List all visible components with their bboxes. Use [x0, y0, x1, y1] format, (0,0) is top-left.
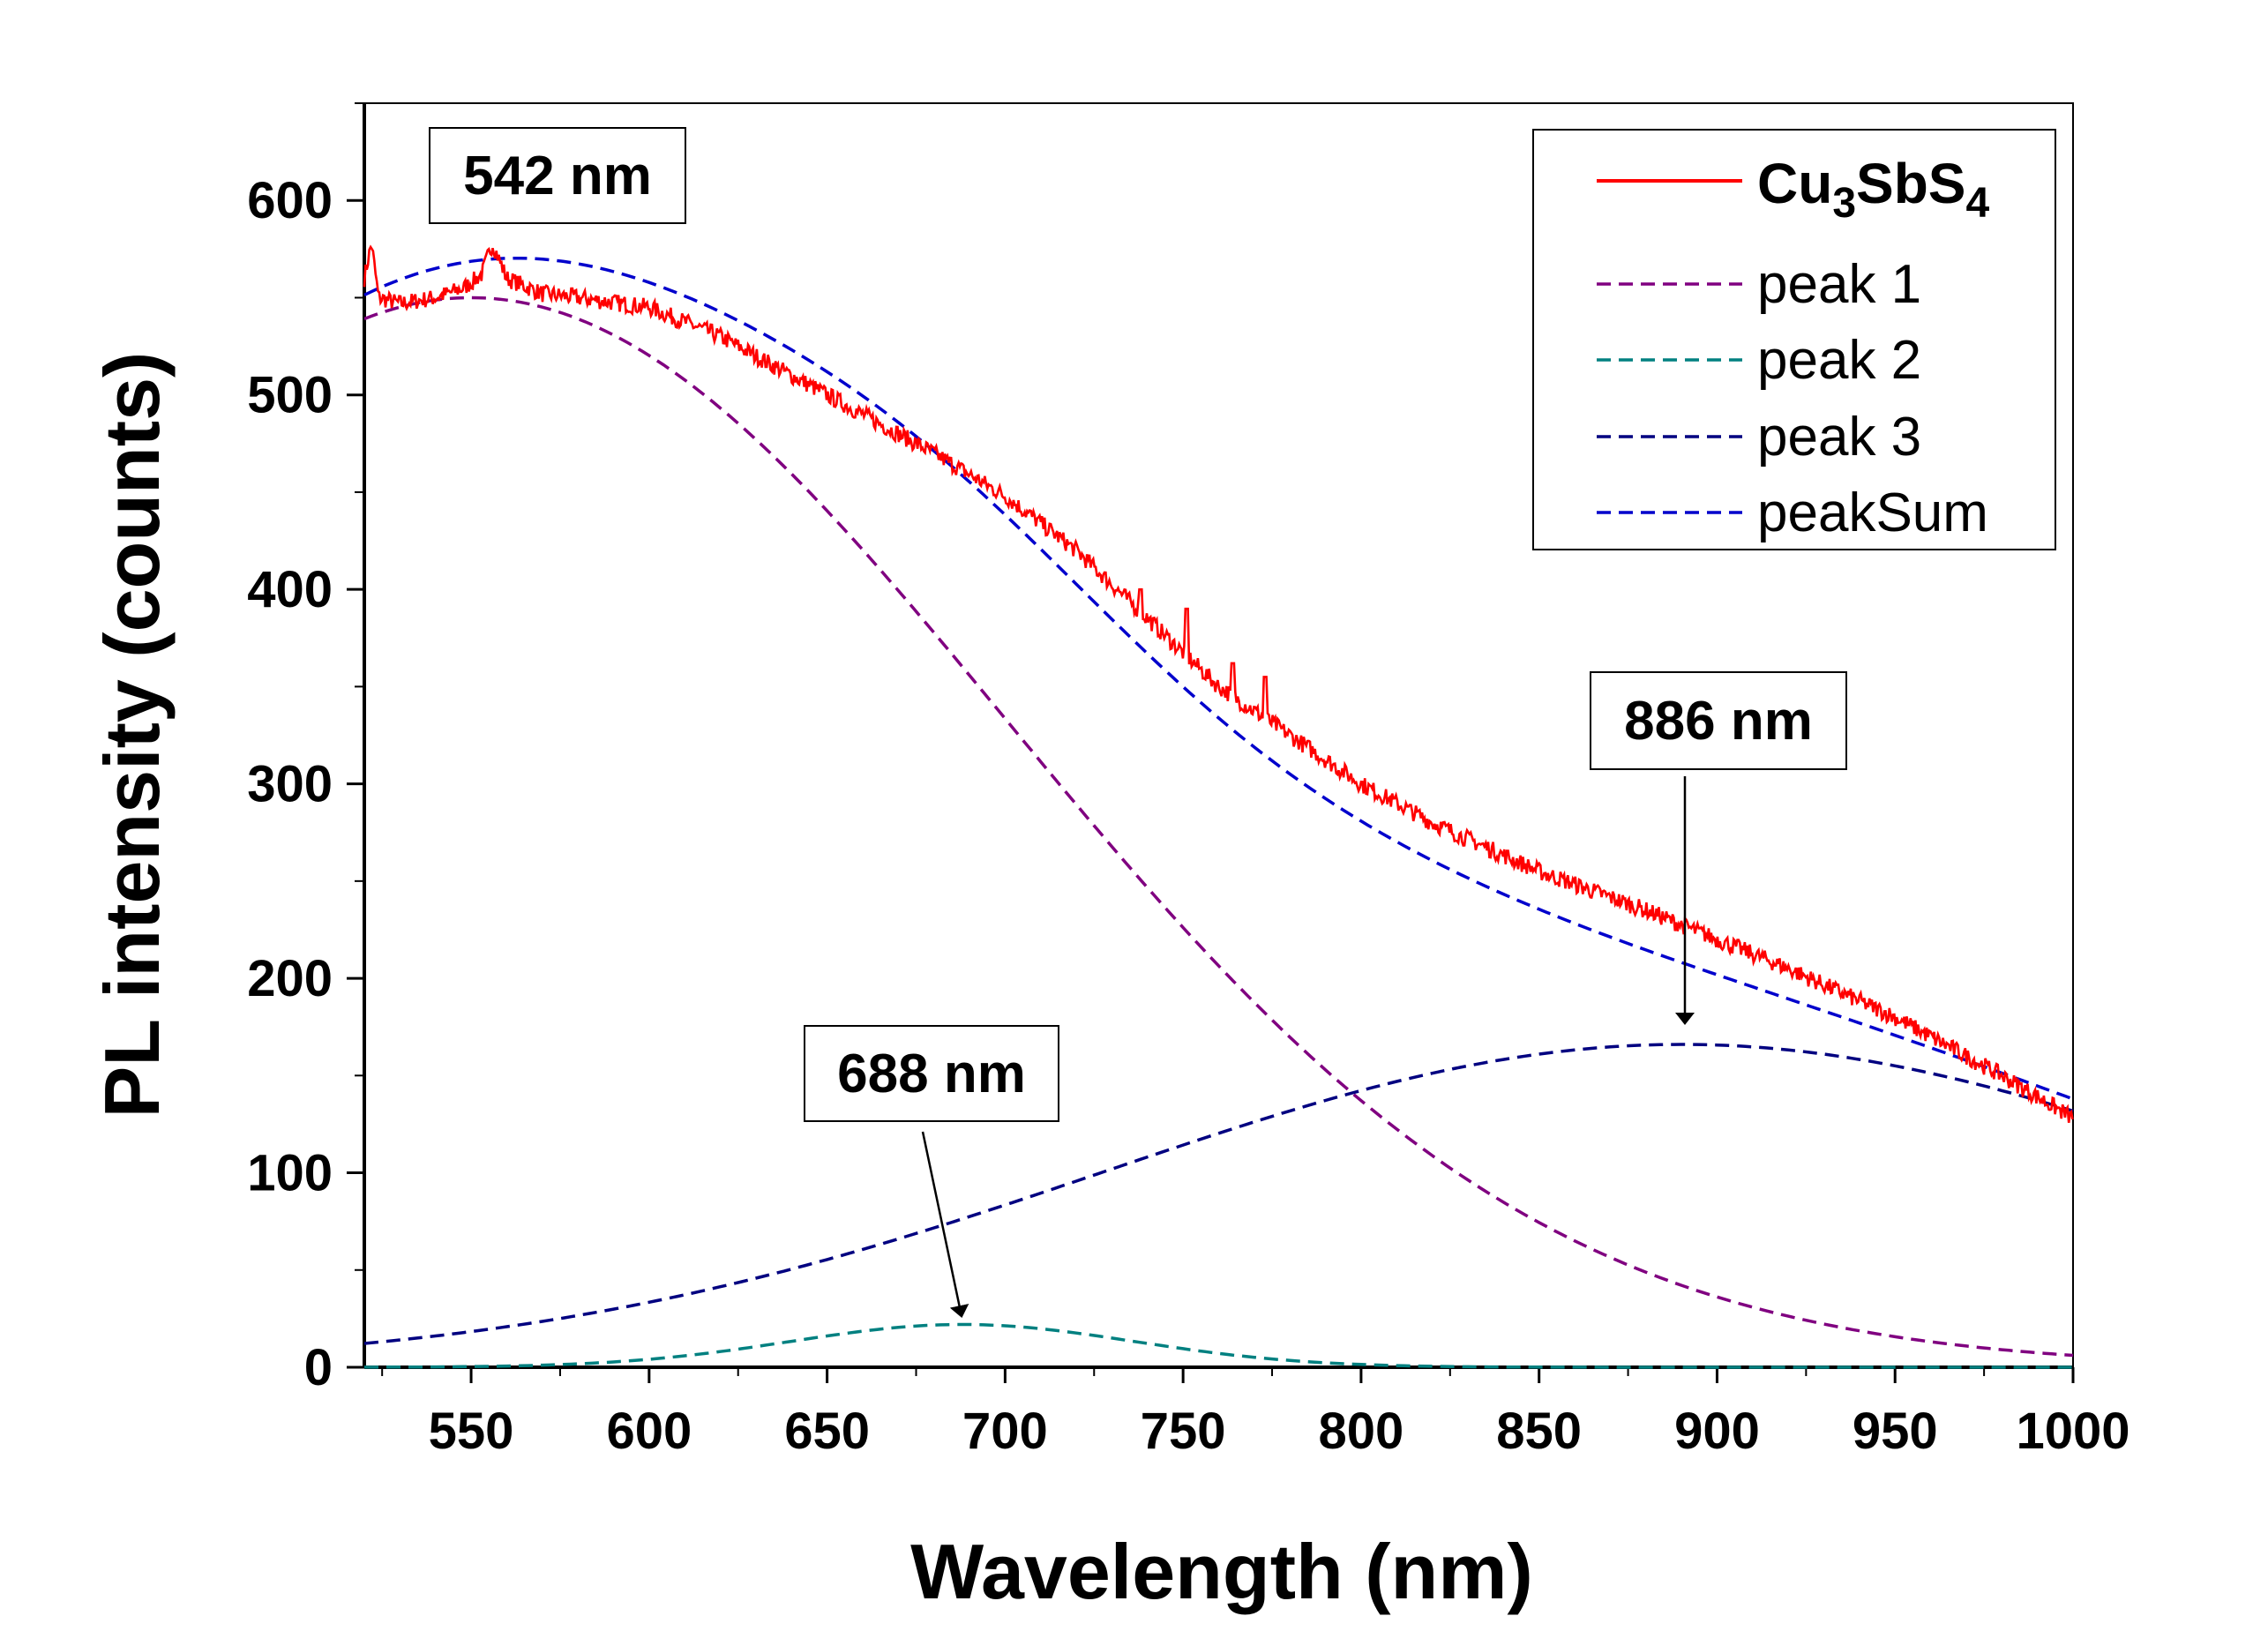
annotation-542nm: 542 nm	[429, 127, 686, 224]
x-tick-label-650: 650	[784, 1403, 870, 1460]
legend-label-cu3sbs4: Cu3SbS4	[1757, 152, 1989, 227]
annotation-542nm-label: 542 nm	[463, 146, 652, 206]
x-axis-title: Wavelength (nm)	[910, 1528, 1533, 1615]
series-line-cu3sbs4	[363, 244, 2074, 1123]
annotation-688nm-arrow	[921, 1131, 969, 1318]
series-line-peak-1	[363, 296, 2074, 1358]
x-tick-label-700: 700	[962, 1403, 1048, 1460]
legend: Cu3SbS4 peak 1 peak 2 peak 3 peakSum	[1532, 129, 2056, 550]
legend-label-peak2: peak 2	[1757, 330, 1921, 391]
y-tick-label-0: 0	[304, 1339, 333, 1396]
legend-label-sbs-part: SbS	[1856, 152, 1965, 215]
y-tick-label-200: 200	[247, 950, 333, 1007]
data-series	[363, 244, 2074, 1369]
x-tick-label-750: 750	[1141, 1403, 1226, 1460]
y-tick-label-100: 100	[247, 1145, 333, 1202]
annotation-542nm-box	[429, 127, 686, 224]
legend-label-peaksum: peakSum	[1757, 483, 1988, 543]
x-tick-label-550: 550	[429, 1403, 514, 1460]
legend-label-cu-part: Cu	[1757, 152, 1832, 215]
annotation-688nm-box	[804, 1025, 1059, 1122]
legend-box	[1532, 129, 2056, 550]
y-tick-label-600: 600	[247, 172, 333, 229]
x-tick-label-850: 850	[1496, 1403, 1582, 1460]
annotation-688nm-label: 688 nm	[837, 1044, 1026, 1104]
legend-label-sub-4: 4	[1965, 180, 1989, 227]
x-tick-label-800: 800	[1319, 1403, 1404, 1460]
annotation-886nm-box	[1590, 671, 1847, 770]
annotation-886nm-label: 886 nm	[1624, 691, 1813, 752]
y-tick-label-300: 300	[247, 756, 333, 813]
x-tick-label-900: 900	[1674, 1403, 1760, 1460]
y-axis-title: PL intensity (counts)	[88, 352, 176, 1119]
axis-ticks	[347, 102, 2075, 1383]
y-tick-label-400: 400	[247, 561, 333, 618]
x-tick-label-950: 950	[1853, 1403, 1938, 1460]
legend-label-peak3: peak 3	[1757, 407, 1921, 468]
annotation-886nm: 886 nm	[1590, 671, 1847, 1025]
x-tick-label-1000: 1000	[2016, 1403, 2130, 1460]
y-tick-label-500: 500	[247, 367, 333, 424]
series-line-peak-2	[364, 1322, 2073, 1369]
series-line-peak-3	[363, 1043, 2074, 1345]
legend-label-sub-3: 3	[1832, 180, 1856, 227]
legend-label-peak1: peak 1	[1757, 254, 1921, 315]
tick-labels: 550 600 650 700 750 800 850 900 950 1000 0 100 200 30…	[247, 172, 2130, 1460]
x-tick-label-600: 600	[606, 1403, 692, 1460]
series-line-peaksum	[363, 256, 2074, 1101]
annotation-688nm: 688 nm	[804, 1025, 1059, 1318]
